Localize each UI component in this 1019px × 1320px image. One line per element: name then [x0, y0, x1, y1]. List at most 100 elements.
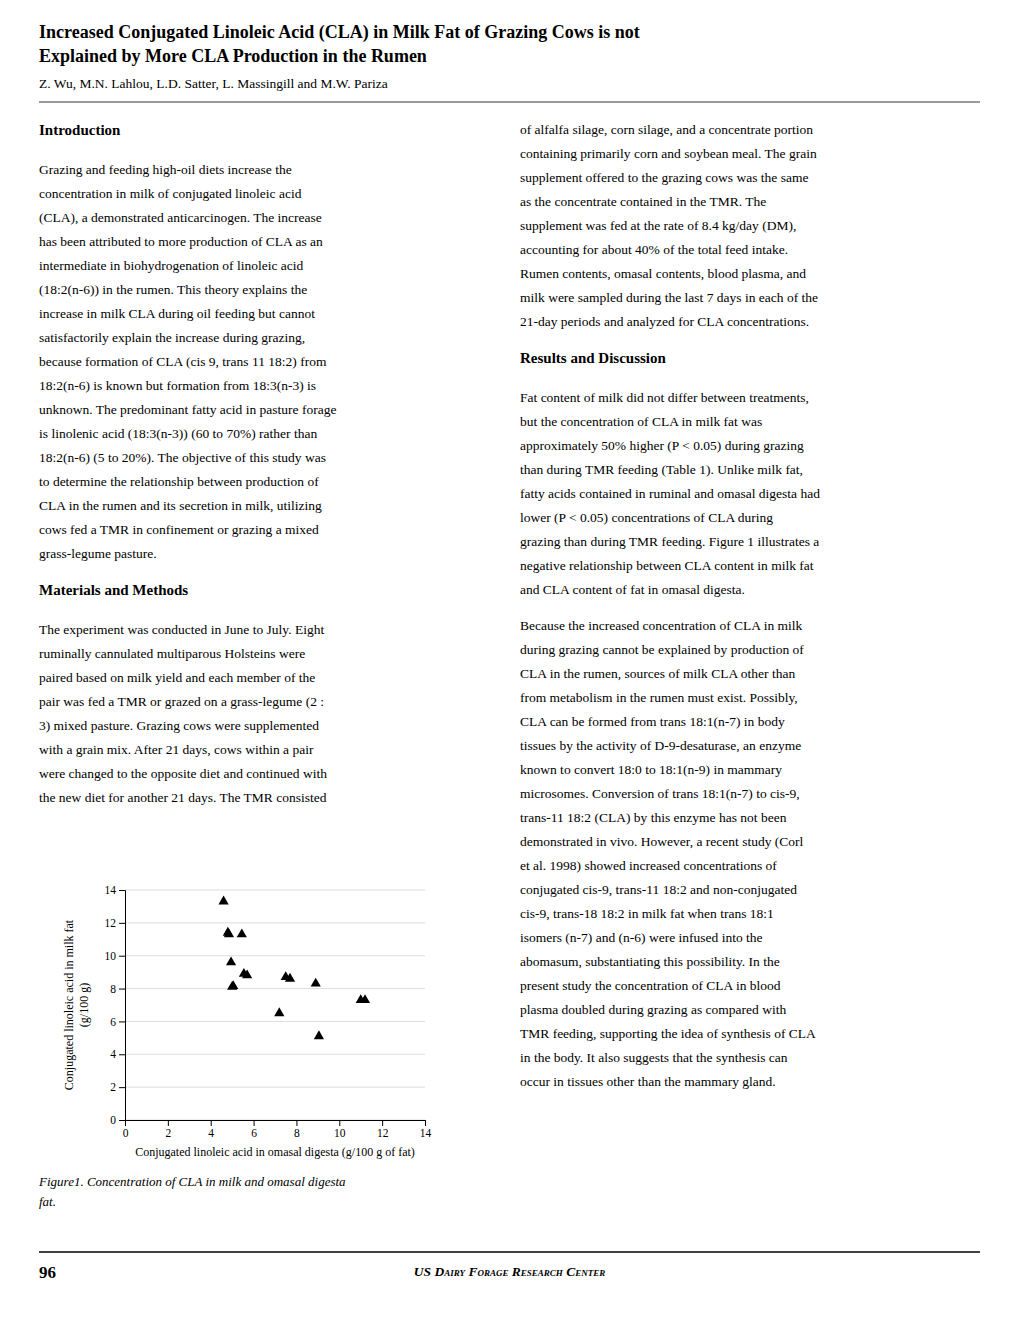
body-text: 21-day periods and analyzed for CLA conc… — [520, 314, 809, 329]
grid-line — [125, 955, 425, 956]
tick-label: 2 — [110, 1081, 116, 1093]
body-text: accounting for about 40% of the total fe… — [520, 242, 788, 257]
tick-mark — [119, 1054, 125, 1055]
body-text: CLA in the rumen, sources of milk CLA ot… — [520, 666, 795, 681]
tick-mark — [211, 1120, 212, 1126]
axis-line — [119, 891, 126, 1121]
point — [242, 970, 252, 979]
body-text: TMR feeding, supporting the idea of synt… — [520, 1026, 816, 1041]
figure-caption: fat. — [39, 1194, 56, 1209]
point — [237, 928, 247, 937]
tick: 8 — [110, 983, 125, 995]
tick-label: 10 — [334, 1127, 346, 1139]
body-text: known to convert 18:0 to 18:1(n-9) in ma… — [520, 762, 782, 777]
tick-label: 4 — [110, 1048, 116, 1060]
body-text: CLA in the rumen and its secretion in mi… — [39, 498, 322, 513]
tick: 12 — [377, 1120, 389, 1139]
point — [226, 956, 236, 965]
tick-label: 4 — [208, 1127, 214, 1139]
body-text: isomers (n-7) and (n-6) were infused int… — [520, 930, 763, 945]
body-text: The experiment was conducted in June to … — [39, 622, 324, 637]
tick-label: 6 — [251, 1127, 257, 1139]
body-text: is linolenic acid (18:3(n-3)) (60 to 70%… — [39, 426, 317, 441]
tick-mark — [382, 1120, 383, 1126]
tick-label: 8 — [294, 1127, 300, 1139]
body-text: but the concentration of CLA in milk fat… — [520, 414, 762, 429]
point — [274, 1007, 284, 1016]
body-text: to determine the relationship between pr… — [39, 474, 319, 489]
tick-mark — [119, 890, 125, 891]
body-text: tissues by the activity of D-9-desaturas… — [520, 738, 801, 753]
y-axis: 0 2 4 6 8 10 12 14 — [105, 884, 126, 1126]
body-text: from metabolism in the rumen must exist.… — [520, 690, 798, 705]
body-text: grazing than during TMR feeding. Figure … — [520, 534, 819, 549]
tick-label: 2 — [165, 1127, 171, 1139]
title: Explained by More CLA Production in the … — [39, 46, 427, 66]
title: Increased Conjugated Linoleic Acid (CLA)… — [39, 22, 640, 43]
x-axis-title: Conjugated linoleic acid in omasal diges… — [135, 1145, 415, 1159]
footer-text: US Dairy Forage Research Center — [414, 1264, 605, 1279]
title-rule — [39, 102, 980, 103]
body-text: abomasum, substantiating this possibilit… — [520, 954, 780, 969]
tick-label: 8 — [110, 983, 116, 995]
axis-line — [126, 1121, 426, 1127]
body-text: unknown. The predominant fatty acid in p… — [39, 402, 336, 417]
tick: 14 — [105, 884, 126, 896]
point — [314, 1030, 324, 1039]
body-text: plasma doubled during grazing as compare… — [520, 1002, 786, 1017]
tick: 10 — [334, 1120, 346, 1139]
grid-line — [125, 922, 425, 923]
point — [285, 973, 295, 982]
body-text: has been attributed to more production o… — [39, 234, 323, 249]
grid — [125, 890, 425, 1120]
tick-label: 12 — [105, 917, 117, 929]
tick: 12 — [105, 917, 126, 929]
tick-label: 0 — [123, 1127, 129, 1139]
body-text: approximately 50% higher (P < 0.05) duri… — [520, 438, 804, 453]
tick-mark — [339, 1120, 340, 1126]
tick: 6 — [251, 1120, 257, 1139]
body-text: fatty acids contained in ruminal and oma… — [520, 486, 820, 501]
body-text: lower (P < 0.05) concentrations of CLA d… — [520, 510, 773, 525]
grid-line — [125, 1054, 425, 1055]
body-text: pair was fed a TMR or grazed on a grass-… — [39, 694, 324, 709]
tick-label: 0 — [110, 1114, 116, 1126]
section-heading: Introduction — [39, 122, 121, 138]
body-text: 3) mixed pasture. Grazing cows were supp… — [39, 718, 319, 733]
body-text: were changed to the opposite diet and co… — [39, 766, 327, 781]
body-text: Grazing and feeding high-oil diets incre… — [39, 162, 292, 177]
point — [224, 928, 234, 937]
point — [311, 978, 321, 987]
body-text: increase in milk CLA during oil feeding … — [39, 306, 315, 321]
authors: Z. Wu, M.N. Lahlou, L.D. Satter, L. Mass… — [39, 76, 388, 91]
body-text: supplement offered to the grazing cows w… — [520, 170, 808, 185]
page: Increased Conjugated Linoleic Acid (CLA)… — [0, 0, 1019, 1320]
tick: 4 — [208, 1120, 214, 1139]
page-number: 96 — [39, 1263, 56, 1282]
tick-label: 6 — [110, 1016, 116, 1028]
grid-line — [125, 1087, 425, 1088]
body-text: the new diet for another 21 days. The TM… — [39, 790, 327, 805]
tick-label: 14 — [420, 1127, 432, 1139]
body-text: cis-9, trans-18 18:2 in milk fat when tr… — [520, 906, 774, 921]
body-text: negative relationship between CLA conten… — [520, 558, 814, 573]
body-text: 18:2(n-6) is known but formation from 18… — [39, 378, 316, 393]
body-text: concentration in milk of conjugated lino… — [39, 186, 302, 201]
y-axis-title: (g/100 g) — [77, 983, 91, 1027]
tick: 6 — [110, 1016, 125, 1028]
body-text: (18:2(n-6)) in the rumen. This theory ex… — [39, 282, 307, 297]
tick: 0 — [123, 1120, 129, 1139]
body-text: than during TMR feeding (Table 1). Unlik… — [520, 462, 803, 477]
body-text: as the concentrate contained in the TMR.… — [520, 194, 766, 209]
tick: 10 — [105, 950, 126, 962]
figure-caption: Figure1. Concentration of CLA in milk an… — [38, 1174, 346, 1189]
body-text: ruminally cannulated multiparous Holstei… — [39, 646, 305, 661]
body-text: and CLA content of fat in omasal digesta… — [520, 582, 745, 597]
tick: 2 — [110, 1081, 125, 1093]
tick: 0 — [110, 1114, 125, 1126]
body-text: intermediate in biohydrogenation of lino… — [39, 258, 304, 273]
body-text: with a grain mix. After 21 days, cows wi… — [39, 742, 314, 757]
body-text: trans-11 18:2 (CLA) by this enzyme has n… — [520, 810, 787, 825]
body-text: Because the increased concentration of C… — [520, 618, 803, 633]
body-text: conjugated cis-9, trans-11 18:2 and non-… — [520, 882, 797, 897]
